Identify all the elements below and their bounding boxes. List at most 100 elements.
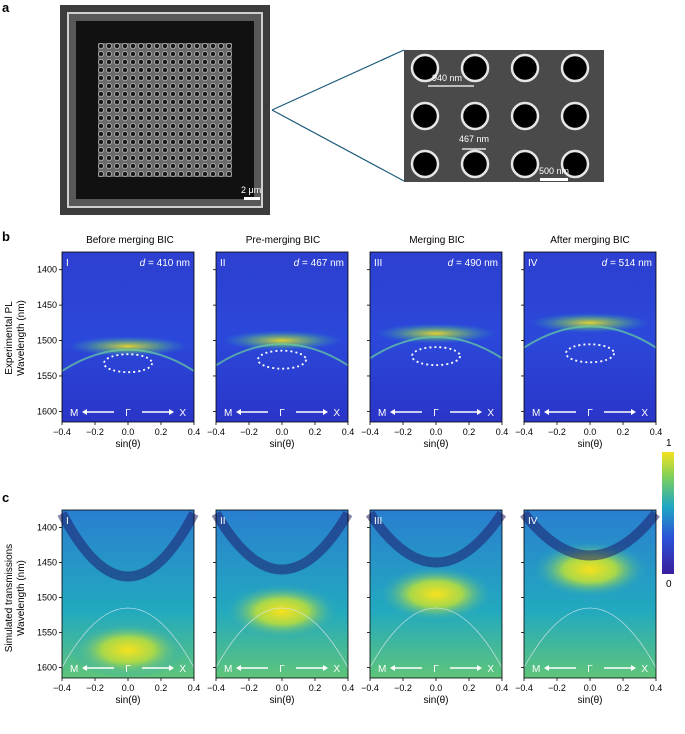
d-value-label: d = 410 nm bbox=[140, 258, 190, 269]
svg-text:M: M bbox=[224, 408, 232, 419]
svg-text:Γ: Γ bbox=[125, 408, 131, 419]
x-tick-label: 0.2 bbox=[309, 683, 322, 693]
zoom-leader-bottom bbox=[271, 109, 405, 182]
svg-text:M: M bbox=[70, 408, 78, 419]
x-tick-label: 0.0 bbox=[430, 683, 443, 693]
row-c-ylabel-2: Wavelength (nm) bbox=[16, 560, 27, 636]
x-tick-label: 0.0 bbox=[430, 427, 443, 437]
svg-text:Γ: Γ bbox=[433, 664, 439, 675]
sem-scale-label: 2 μm bbox=[241, 185, 261, 195]
column-title-4: After merging BIC bbox=[550, 235, 629, 246]
svg-text:M: M bbox=[378, 664, 386, 675]
sem-zoom-image: 940 nm 467 nm 500 nm bbox=[404, 50, 604, 182]
column-title-1: Before merging BIC bbox=[86, 235, 174, 246]
row-c-ylabel-1: Simulated transmissions bbox=[4, 544, 15, 652]
x-tick-label: −0.2 bbox=[240, 683, 258, 693]
roman-label: III bbox=[374, 258, 382, 269]
x-tick-label: −0.2 bbox=[548, 683, 566, 693]
panel-label-b: b bbox=[2, 229, 10, 244]
svg-text:X: X bbox=[333, 408, 340, 419]
svg-text:M: M bbox=[378, 408, 386, 419]
x-axis-label: sin(θ) bbox=[269, 695, 294, 706]
x-tick-label: 0.4 bbox=[188, 683, 201, 693]
x-axis-label: sin(θ) bbox=[115, 439, 140, 450]
x-tick-label: −0.2 bbox=[548, 427, 566, 437]
svg-text:X: X bbox=[179, 664, 186, 675]
x-tick-label: −0.4 bbox=[515, 427, 533, 437]
row-b-ylabel-1: Experimental PL bbox=[4, 301, 15, 375]
plot-b-2: II d = 467 nm M Γ X −0.4 −0.2 0.0 0.2 0.4 sin(θ) bbox=[207, 251, 355, 450]
sem-main-image: 2 μm bbox=[60, 5, 270, 215]
row-b-ylabel-2: Wavelength (nm) bbox=[16, 300, 27, 376]
x-axis-label: sin(θ) bbox=[577, 439, 602, 450]
y-tick-label: 1500 bbox=[37, 336, 57, 346]
x-tick-label: 0.2 bbox=[463, 427, 476, 437]
x-tick-label: −0.4 bbox=[53, 683, 71, 693]
y-tick-label: 1600 bbox=[37, 406, 57, 416]
x-tick-label: 0.0 bbox=[276, 427, 289, 437]
d-value-label: d = 467 nm bbox=[294, 258, 344, 269]
x-tick-label: 0.2 bbox=[155, 427, 168, 437]
d-value-label: d = 514 nm bbox=[602, 258, 652, 269]
svg-text:X: X bbox=[333, 664, 340, 675]
x-tick-label: 0.4 bbox=[650, 427, 663, 437]
y-tick-label: 1600 bbox=[37, 663, 57, 673]
panel-label-c: c bbox=[2, 490, 9, 505]
roman-label: I bbox=[66, 258, 69, 269]
x-axis-label: sin(θ) bbox=[423, 695, 448, 706]
roman-label: III bbox=[374, 516, 382, 527]
x-tick-label: −0.4 bbox=[207, 683, 225, 693]
y-tick-label: 1450 bbox=[37, 300, 57, 310]
svg-text:M: M bbox=[532, 664, 540, 675]
x-tick-label: 0.0 bbox=[276, 683, 289, 693]
roman-label: II bbox=[220, 516, 226, 527]
y-tick-label: 1500 bbox=[37, 593, 57, 603]
svg-text:X: X bbox=[179, 408, 186, 419]
svg-text:X: X bbox=[641, 664, 648, 675]
svg-text:M: M bbox=[532, 408, 540, 419]
y-tick-label: 1450 bbox=[37, 558, 57, 568]
x-axis-label: sin(θ) bbox=[115, 695, 140, 706]
d-value-label: d = 490 nm bbox=[448, 258, 498, 269]
plot-b-3: III d = 490 nm M Γ X −0.4 −0.2 0.0 0.2 0.4 sin(θ) bbox=[361, 251, 509, 450]
x-tick-label: 0.4 bbox=[342, 427, 355, 437]
period-label: 940 nm bbox=[432, 73, 462, 83]
plot-c-2: II M Γ X −0.4 −0.2 0.0 0.2 0.4 sin(θ) bbox=[207, 509, 354, 706]
plot-c-4: IV M Γ X −0.4 −0.2 0.0 0.2 0.4 sin(θ) bbox=[515, 509, 662, 706]
x-tick-label: 0.2 bbox=[463, 683, 476, 693]
svg-text:Γ: Γ bbox=[433, 408, 439, 419]
roman-label: IV bbox=[528, 516, 538, 527]
x-tick-label: 0.0 bbox=[122, 683, 135, 693]
x-axis-label: sin(θ) bbox=[269, 439, 294, 450]
colorbar-max-label: 1 bbox=[666, 438, 672, 449]
svg-text:X: X bbox=[641, 408, 648, 419]
svg-text:Γ: Γ bbox=[587, 408, 593, 419]
x-axis-label: sin(θ) bbox=[577, 695, 602, 706]
x-tick-label: 0.0 bbox=[122, 427, 135, 437]
y-tick-label: 1400 bbox=[37, 523, 57, 533]
x-tick-label: −0.2 bbox=[86, 427, 104, 437]
plot-c-3: III M Γ X −0.4 −0.2 0.0 0.2 0.4 sin(θ) bbox=[361, 509, 509, 706]
x-tick-label: −0.4 bbox=[53, 427, 71, 437]
x-tick-label: 0.0 bbox=[584, 683, 597, 693]
hole-diameter-label: 467 nm bbox=[459, 134, 489, 144]
svg-text:M: M bbox=[224, 664, 232, 675]
x-tick-label: 0.4 bbox=[496, 427, 509, 437]
roman-label: II bbox=[220, 258, 226, 269]
colorbar-min-label: 0 bbox=[666, 579, 672, 590]
svg-text:Γ: Γ bbox=[125, 664, 131, 675]
x-tick-label: −0.2 bbox=[394, 683, 412, 693]
zoom-leader-top bbox=[271, 49, 405, 111]
x-tick-label: 0.4 bbox=[496, 683, 509, 693]
svg-text:X: X bbox=[487, 664, 494, 675]
x-tick-label: −0.4 bbox=[361, 427, 379, 437]
plot-c-1: I M Γ X −0.4 −0.2 0.0 0.2 0.4 sin(θ) 1400 1450 1500 1… bbox=[37, 509, 201, 706]
x-tick-label: 0.2 bbox=[617, 427, 630, 437]
